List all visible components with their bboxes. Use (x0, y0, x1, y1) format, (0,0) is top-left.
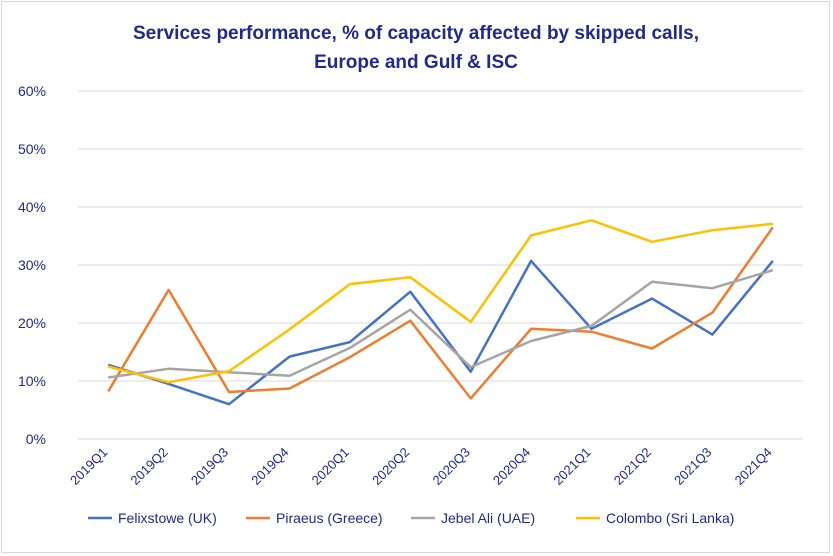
x-tick-label: 2021Q1 (550, 445, 593, 488)
legend-label: Colombo (Sri Lanka) (606, 510, 734, 526)
x-tick-label: 2019Q4 (248, 445, 291, 488)
x-tick-label: 2019Q1 (67, 445, 110, 488)
x-tick-label: 2019Q3 (188, 445, 231, 488)
x-tick-label: 2021Q3 (671, 445, 714, 488)
y-tick-label: 20% (18, 315, 46, 331)
series-line-1 (107, 259, 774, 406)
y-tick-label: 50% (18, 141, 46, 157)
x-tick-label: 2020Q4 (490, 445, 533, 488)
x-tick-label: 2020Q1 (309, 445, 352, 488)
chart-title-line-2: Europe and Gulf & ISC (314, 52, 518, 73)
x-tick-label: 2020Q2 (369, 445, 412, 488)
y-tick-label: 40% (18, 199, 46, 215)
x-tick-label: 2020Q3 (430, 445, 473, 488)
y-tick-label: 30% (18, 257, 46, 273)
legend-label: Piraeus (Greece) (276, 510, 383, 526)
chart-title-line-1: Services performance, % of capacity affe… (133, 23, 699, 44)
legend-label: Felixstowe (UK) (118, 510, 217, 526)
y-tick-label: 10% (18, 373, 46, 389)
y-tick-label: 60% (18, 83, 46, 99)
series-line-2 (107, 226, 774, 400)
legend-label: Jebel Ali (UAE) (441, 510, 535, 526)
y-tick-label: 0% (26, 431, 46, 447)
series-line-4 (107, 219, 773, 384)
x-tick-label: 2021Q2 (611, 445, 654, 488)
x-tick-label: 2019Q2 (127, 445, 170, 488)
x-tick-label: 2021Q4 (732, 445, 775, 488)
